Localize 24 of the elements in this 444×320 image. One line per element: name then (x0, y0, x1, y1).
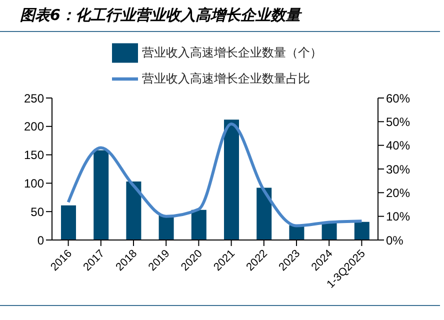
bar (126, 181, 142, 240)
bar (94, 150, 109, 240)
bar (191, 210, 206, 240)
line-series (66, 122, 364, 228)
y2-tick-label: 50% (386, 114, 410, 129)
y-tick-label: 200 (24, 120, 44, 134)
y2-tick-label: 30% (386, 162, 410, 176)
y-tick-label: 100 (24, 176, 44, 190)
y2-tick-label: 10% (386, 210, 410, 224)
y-tick-label: 0 (37, 233, 44, 248)
chart-title: 图表6：化工行业营业收入高增长企业数量 (20, 6, 300, 25)
bar (256, 188, 272, 240)
y-tick-label: 50 (30, 204, 44, 219)
y2-tick-label: 0% (386, 233, 404, 248)
y2-tick-label: 60% (386, 91, 410, 106)
bar (224, 120, 239, 240)
bar (61, 205, 76, 240)
y-tick-label: 250 (24, 91, 44, 106)
y2-tick-label: 40% (386, 138, 410, 153)
y2-tick-label: 20% (386, 186, 410, 200)
y-tick-label: 150 (24, 148, 44, 162)
bar (354, 222, 370, 240)
legend-label: 营业收入高速增长企业数量占比 (142, 71, 310, 86)
legend-label: 营业收入高速增长企业数量（个） (142, 45, 322, 60)
